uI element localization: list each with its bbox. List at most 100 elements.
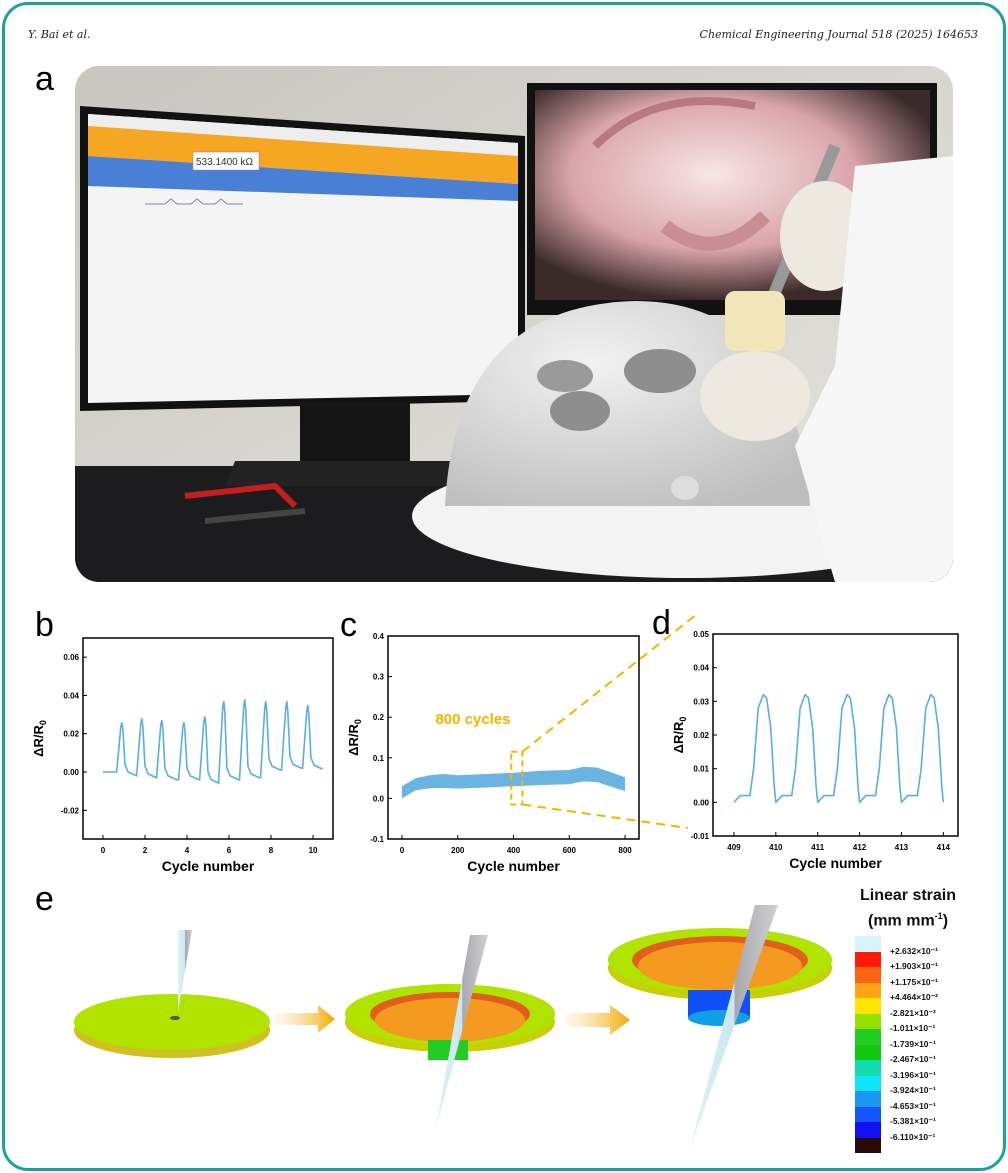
y-tick-label: 0.00 [693, 798, 709, 807]
x-tick-label: 413 [895, 843, 909, 852]
y-axis-label: ΔR/R0 [671, 717, 688, 754]
fea-stage-3 [608, 905, 832, 1148]
x-tick-label: 2 [143, 846, 148, 855]
y-tick-label: 0.02 [63, 730, 79, 739]
legend-swatch [855, 1060, 881, 1076]
legend-swatch [855, 1106, 881, 1122]
x-tick-label: 200 [451, 846, 465, 855]
legend-unit-close: ) [942, 912, 949, 930]
legend-label: +1.175×10⁻¹ [890, 976, 938, 987]
legend-label: -1.011×10⁻¹ [890, 1022, 936, 1033]
y-tick-label: 0.05 [693, 630, 709, 639]
resistance-readout: 533.1400 kΩ [196, 157, 253, 168]
x-tick-label: 6 [227, 846, 232, 855]
fea-stage-1 [74, 930, 270, 1058]
experiment-photo: 533.1400 kΩ [75, 66, 953, 582]
header-journal: Chemical Engineering Journal 518 (2025) … [699, 28, 978, 41]
legend-swatch [855, 1029, 881, 1045]
legend-swatch [855, 1075, 881, 1091]
x-axis-label: Cycle number [467, 858, 560, 874]
fea-stage-2 [345, 935, 555, 1128]
chart-c: 0 200 400 600 800 -0.1 0.0 0.1 0.2 0.3 0.4 Cycle nu… [346, 613, 698, 874]
y-tick-label: 0.3 [373, 673, 385, 682]
legend-swatch [855, 982, 881, 998]
legend-swatch [855, 967, 881, 983]
data-band [401, 766, 626, 799]
y-tick-label: 0.0 [373, 794, 385, 803]
x-tick-label: 8 [269, 846, 274, 855]
y-tick-label: -0.01 [691, 832, 710, 841]
y-axis-label-subscript: 0 [353, 719, 363, 724]
legend-swatch [855, 1013, 881, 1029]
y-axis-label-subscript: 0 [38, 720, 48, 725]
plot-frame [82, 637, 334, 840]
legend-label: -3.924×10⁻¹ [890, 1084, 936, 1095]
legend-label: -3.196×10⁻¹ [890, 1069, 936, 1080]
legend-label: -5.381×10⁻¹ [890, 1115, 936, 1126]
y-axis-label: ΔR/R0 [346, 719, 363, 756]
y-tick-label: 0.01 [693, 765, 709, 774]
zoom-connector-line [521, 613, 698, 753]
x-axis-label: Cycle number [789, 855, 882, 871]
legend-swatch [855, 1044, 881, 1060]
x-tick-label: 410 [769, 843, 783, 852]
x-tick-label: 409 [727, 843, 741, 852]
data-line [733, 693, 945, 804]
y-tick-label: 0.00 [63, 768, 79, 777]
y-tick-label: 0.03 [693, 697, 709, 706]
y-tick-label: 0.2 [373, 713, 385, 722]
x-tick-label: 414 [937, 843, 951, 852]
x-tick-label: 800 [618, 846, 632, 855]
x-tick-label: 10 [309, 846, 318, 855]
y-axis-label-subscript: 0 [678, 717, 688, 722]
x-tick-label: 412 [853, 843, 867, 852]
chart-b: 0 2 4 6 8 10 -0.02 0.00 0.02 0.04 0.06 Cycle number… [31, 637, 334, 874]
legend-label: +2.632×10⁻¹ [890, 945, 938, 956]
legend-swatch [855, 998, 881, 1014]
legend-label: -2.821×10⁻² [890, 1007, 936, 1018]
annotation-label: 800 cycles [435, 711, 510, 728]
legend-label: -6.110×10⁻¹ [890, 1131, 936, 1142]
panel-label-b: b [35, 606, 54, 644]
arrow-icon [275, 1005, 335, 1033]
panel-label-c: c [340, 606, 357, 644]
legend-label: +4.464×10⁻² [890, 991, 938, 1002]
y-tick-label: -0.1 [370, 835, 384, 844]
y-tick-label: 0.4 [373, 632, 385, 641]
chart-d: 409 410 411 412 413 414 -0.01 0.00 0.01 0.02 0.03 0… [671, 630, 959, 871]
legend-unit: (mm mm [867, 912, 935, 930]
fea-simulation [74, 905, 832, 1148]
legend-label: -4.653×10⁻¹ [890, 1100, 936, 1111]
y-tick-label: 0.04 [63, 691, 79, 700]
panel-label-d: d [652, 604, 671, 642]
arrow-icon [565, 1005, 630, 1035]
legend-swatch [855, 936, 881, 952]
data-line [102, 699, 323, 785]
legend-unit-exp: -1 [934, 911, 943, 921]
zoom-region-box [510, 750, 524, 806]
legend-title-line1: Linear strain [859, 887, 957, 904]
x-tick-label: 0 [101, 846, 106, 855]
x-tick-label: 4 [185, 846, 190, 855]
legend-label: +1.903×10⁻¹ [890, 960, 938, 971]
x-tick-label: 600 [563, 846, 577, 855]
y-axis-label: ΔR/R0 [31, 720, 48, 757]
x-tick-label: 411 [811, 843, 824, 852]
legend-label: -1.739×10⁻¹ [890, 1038, 936, 1049]
legend-swatch [855, 1122, 881, 1138]
y-tick-label: 0.04 [693, 664, 709, 673]
x-axis-label: Cycle number [162, 858, 255, 874]
y-tick-label: 0.1 [373, 754, 385, 763]
x-tick-label: 0 [400, 846, 405, 855]
legend-swatch [855, 951, 881, 967]
y-tick-label: -0.02 [61, 806, 80, 815]
panel-label-a: a [35, 60, 54, 98]
y-tick-label: 0.06 [63, 653, 79, 662]
legend-swatch [855, 1137, 881, 1153]
legend-title: Linear strain (mm mm-1) [838, 886, 978, 931]
header-authors: Y. Bai et al. [28, 28, 91, 41]
legend-swatch [855, 1091, 881, 1107]
zoom-connector-line [522, 803, 689, 829]
